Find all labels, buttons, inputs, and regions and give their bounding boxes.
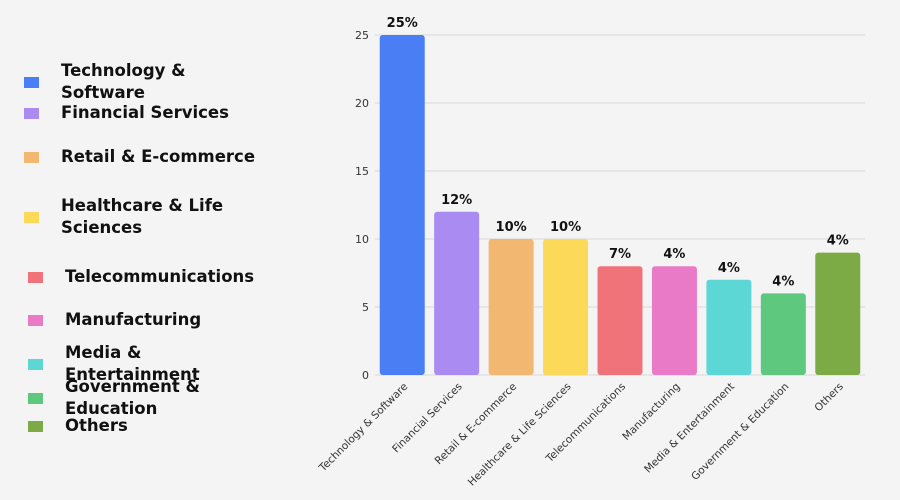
legend-item: Healthcare & Life Sciences	[24, 195, 261, 239]
x-tick-label: Technology & Software	[316, 381, 410, 475]
bar-label: 4%	[718, 261, 740, 276]
legend-item: Technology & Software	[24, 60, 261, 104]
bar	[434, 211, 480, 375]
x-tick-label: Healthcare & Life Sciences	[466, 381, 574, 489]
bar-label: 4%	[827, 234, 849, 249]
legend-item: Financial Services	[24, 102, 261, 124]
bar-label: 25%	[387, 16, 418, 31]
legend-swatch	[24, 76, 39, 88]
x-tick-label: Manufacturing	[620, 381, 682, 443]
y-tick-label: 5	[362, 301, 369, 314]
bar	[597, 266, 643, 375]
legend-item: Retail & E-commerce	[24, 146, 261, 168]
legend-swatch	[28, 314, 43, 326]
y-tick-label: 20	[355, 97, 369, 110]
y-tick-label: 15	[355, 165, 369, 178]
legend-label: Technology & Software	[61, 61, 186, 102]
legend-item: Media & Entertainment	[28, 342, 265, 386]
legend-label: Retail & E-commerce	[61, 147, 256, 166]
bar	[543, 239, 589, 375]
x-tick-label: Government & Education	[689, 381, 791, 483]
y-tick-label: 0	[362, 369, 369, 382]
legend-item: Telecommunications	[28, 266, 265, 288]
bar-label: 10%	[496, 220, 527, 235]
legend-item: Manufacturing	[28, 309, 265, 331]
y-tick-label: 10	[355, 233, 369, 246]
bar	[706, 279, 752, 375]
legend-label: Others	[65, 416, 128, 435]
x-tick-label: Others	[812, 381, 845, 414]
bar	[651, 266, 697, 375]
legend-swatch	[28, 271, 43, 283]
legend-swatch	[24, 151, 39, 163]
bar	[379, 35, 425, 375]
legend-label: Financial Services	[61, 103, 229, 122]
legend-swatch	[24, 211, 39, 223]
legend-label: Government & Education	[65, 377, 200, 418]
legend-label: Media & Entertainment	[65, 343, 200, 384]
bar	[488, 239, 534, 375]
legend-swatch	[28, 358, 43, 370]
legend-label: Telecommunications	[65, 267, 255, 286]
bar-label: 4%	[663, 247, 685, 262]
legend-label: Healthcare & Life Sciences	[61, 196, 224, 237]
legend-swatch	[28, 420, 43, 432]
bar-label: 7%	[609, 247, 631, 262]
legend-swatch	[28, 392, 43, 404]
legend-label: Manufacturing	[65, 310, 202, 329]
legend-item: Others	[28, 415, 265, 437]
legend-swatch	[24, 107, 39, 119]
y-tick-label: 25	[355, 29, 369, 42]
bar	[760, 293, 806, 375]
bar-label: 10%	[550, 220, 581, 235]
x-tick-label: Media & Entertainment	[642, 381, 737, 476]
bar-label: 4%	[772, 274, 794, 289]
bar	[815, 252, 861, 375]
legend-item: Government & Education	[28, 376, 265, 420]
bar-label: 12%	[441, 193, 472, 208]
